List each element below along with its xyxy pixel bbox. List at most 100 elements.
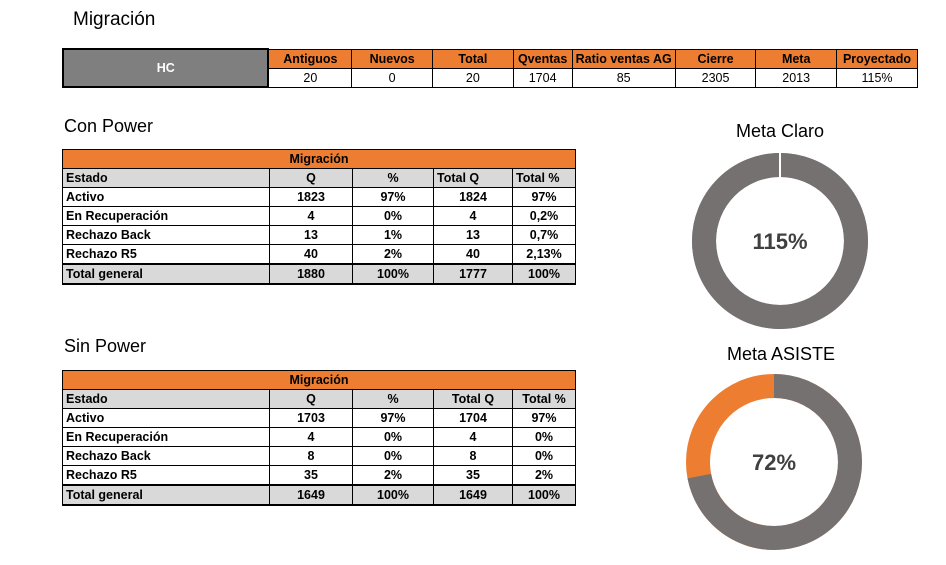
cell: 1880 — [269, 263, 353, 285]
summary-header: Meta — [755, 48, 837, 69]
cell: 1777 — [433, 263, 513, 285]
cell: En Recuperación — [62, 427, 270, 447]
summary-value: 0 — [351, 67, 434, 88]
sin-power-table: Migración Estado Q % Total Q Total % Act… — [62, 370, 576, 506]
table-row: En Recuperación 4 0% 4 0% — [62, 427, 576, 447]
column-header: Total % — [512, 389, 576, 409]
meta-claro-donut: 115% — [692, 153, 868, 329]
cell: 97% — [512, 187, 576, 207]
cell: 0,2% — [512, 206, 576, 226]
cell: 2% — [352, 244, 434, 265]
cell: 1649 — [433, 484, 513, 506]
con-power-group-header: Migración — [62, 149, 576, 169]
cell: Activo — [62, 408, 270, 428]
column-header: % — [352, 389, 434, 409]
con-power-heading: Con Power — [64, 116, 154, 136]
cell: 1824 — [433, 187, 513, 207]
cell: 2% — [512, 465, 576, 486]
sin-power-heading: Sin Power — [64, 336, 147, 356]
cell: 8 — [269, 446, 353, 466]
summary-header: Total — [432, 48, 514, 69]
summary-header: Antiguos — [267, 48, 353, 69]
cell: 1% — [352, 225, 434, 245]
cell: 97% — [352, 187, 434, 207]
summary-value: 85 — [571, 67, 676, 88]
summary-value: 2013 — [755, 67, 837, 88]
column-header: Estado — [62, 168, 270, 188]
cell: 100% — [512, 263, 576, 285]
cell: 13 — [433, 225, 513, 245]
cell: Total general — [62, 484, 270, 506]
table-row: Activo 1823 97% 1824 97% — [62, 187, 576, 207]
summary-header-row: HC Antiguos Nuevos Total Qventas Ratio v… — [61, 48, 919, 88]
summary-value-row: 20 0 20 1704 85 2305 2013 115% — [63, 67, 919, 88]
cell: En Recuperación — [62, 206, 270, 226]
meta-asiste-title: Meta ASISTE — [726, 344, 836, 364]
table-row: Rechazo R5 40 2% 40 2,13% — [62, 244, 576, 265]
column-header: Total Q — [433, 168, 513, 188]
cell: 0% — [512, 427, 576, 447]
meta-asiste-value: 72% — [752, 450, 796, 475]
cell: 2,13% — [512, 244, 576, 265]
cell: 1649 — [269, 484, 353, 506]
summary-table: HC Antiguos Nuevos Total Qventas Ratio v… — [61, 48, 919, 88]
cell: 0,7% — [512, 225, 576, 245]
summary-header: Ratio ventas AG — [571, 48, 676, 69]
cell: 97% — [352, 408, 434, 428]
table-row: En Recuperación 4 0% 4 0,2% — [62, 206, 576, 226]
summary-value: 2305 — [674, 67, 757, 88]
total-row: Total general 1649 100% 1649 100% — [62, 484, 576, 506]
total-row: Total general 1880 100% 1777 100% — [62, 263, 576, 285]
summary-header: Cierre — [674, 48, 757, 69]
table-row: Activo 1703 97% 1704 97% — [62, 408, 576, 428]
column-header: Q — [269, 389, 353, 409]
sin-power-group-header: Migración — [62, 370, 576, 390]
summary-header: Nuevos — [351, 48, 434, 69]
summary-value: 20 — [267, 67, 353, 88]
meta-claro-value: 115% — [752, 229, 807, 254]
cell: Total general — [62, 263, 270, 285]
cell: 4 — [433, 206, 513, 226]
con-power-table: Migración Estado Q % Total Q Total % Act… — [62, 149, 576, 285]
cell: 100% — [352, 263, 434, 285]
cell: 100% — [512, 484, 576, 506]
page-title: Migración — [73, 9, 156, 30]
cell: Activo — [62, 187, 270, 207]
table-row: Rechazo Back 8 0% 8 0% — [62, 446, 576, 466]
column-header: Estado — [62, 389, 270, 409]
summary-value: 1704 — [512, 67, 573, 88]
cell: 8 — [433, 446, 513, 466]
meta-asiste-fill — [686, 374, 862, 550]
cell: 35 — [433, 465, 513, 486]
cell: 4 — [269, 206, 353, 226]
cell: 13 — [269, 225, 353, 245]
cell: 2% — [352, 465, 434, 486]
cell: 40 — [269, 244, 353, 265]
summary-header: Proyectado — [835, 48, 919, 69]
cell: 0% — [352, 446, 434, 466]
cell: 0% — [352, 427, 434, 447]
cell: Rechazo R5 — [62, 465, 270, 486]
table-row: Rechazo Back 13 1% 13 0,7% — [62, 225, 576, 245]
column-header: Q — [269, 168, 353, 188]
hc-label: HC — [61, 48, 270, 88]
cell: 0% — [512, 446, 576, 466]
cell: 4 — [269, 427, 353, 447]
cell: 4 — [433, 427, 513, 447]
cell: 100% — [352, 484, 434, 506]
column-header: Total % — [512, 168, 576, 188]
summary-value: 20 — [432, 67, 514, 88]
summary-header: Qventas — [512, 48, 573, 69]
summary-value: 115% — [835, 67, 919, 88]
cell: 1823 — [269, 187, 353, 207]
cell: Rechazo Back — [62, 225, 270, 245]
cell: Rechazo Back — [62, 446, 270, 466]
cell: 40 — [433, 244, 513, 265]
table-row: Rechazo R5 35 2% 35 2% — [62, 465, 576, 486]
column-header: Total Q — [433, 389, 513, 409]
cell: 0% — [352, 206, 434, 226]
cell: 35 — [269, 465, 353, 486]
meta-claro-title: Meta Claro — [735, 121, 825, 141]
cell: 1704 — [433, 408, 513, 428]
column-header: % — [352, 168, 434, 188]
